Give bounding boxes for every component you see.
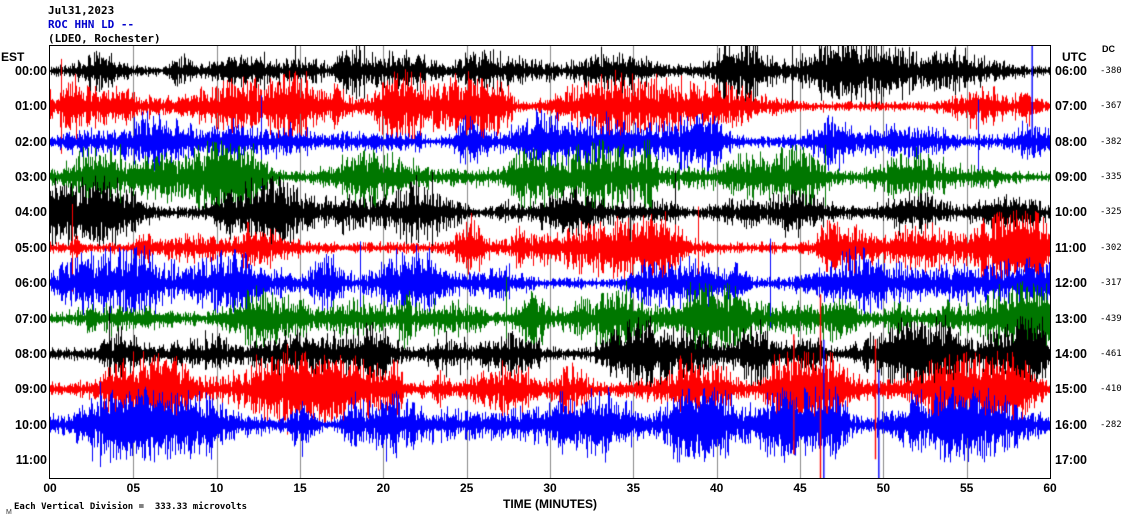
row-dc-value: -461 (1100, 348, 1122, 359)
row-dc-value: -380 (1100, 66, 1122, 76)
row-label-est: 09:00 (15, 382, 47, 397)
header-location: (LDEO, Rochester) (48, 32, 161, 45)
header-station: ROC HHN LD -- (48, 18, 135, 31)
row-label-utc: 09:00 (1055, 170, 1087, 185)
row-label-utc: 15:00 (1055, 382, 1087, 397)
row-label-est: 00:00 (15, 64, 47, 78)
row-dc-value: -317 (1100, 278, 1122, 289)
x-tick: 50 (876, 481, 891, 495)
scale-note: Each Vertical Division = 333.33 microvol… (14, 502, 247, 512)
row-dc-value: -410 (1100, 384, 1122, 395)
row-label-utc: 07:00 (1055, 99, 1087, 114)
x-tick: 20 (376, 481, 391, 495)
row-label-est: 01:00 (15, 99, 47, 114)
row-dc-value: -335 (1100, 172, 1122, 183)
x-tick: 00 (43, 481, 57, 495)
x-tick: 05 (126, 481, 141, 495)
x-tick: 40 (709, 481, 724, 495)
row-label-est: 06:00 (15, 276, 47, 291)
row-label-utc: 12:00 (1055, 276, 1087, 291)
row-label-utc: 14:00 (1055, 346, 1087, 361)
plot-frame (49, 45, 1051, 479)
row-label-est: 11:00 (15, 453, 47, 467)
row-label-utc: 10:00 (1055, 205, 1087, 220)
row-label-utc: 17:00 (1055, 453, 1087, 467)
row-label-est: 02:00 (15, 134, 47, 149)
row-label-utc: 13:00 (1055, 311, 1087, 326)
row-label-utc: 08:00 (1055, 134, 1087, 149)
row-label-est: 07:00 (15, 311, 47, 326)
row-dc-value: -382 (1100, 136, 1122, 147)
row-label-est: 10:00 (15, 417, 47, 432)
dc-axis-label: DC (1102, 44, 1115, 54)
row-label-est: 05:00 (15, 240, 47, 255)
x-tick: 55 (959, 481, 974, 495)
x-tick: 15 (293, 481, 307, 495)
row-dc-value: -302 (1100, 242, 1122, 253)
row-label-est: 08:00 (15, 346, 47, 361)
left-axis-label: EST (1, 50, 25, 64)
seismogram-canvas (50, 46, 1050, 478)
x-axis-label: TIME (MINUTES) (503, 497, 597, 511)
x-tick: 45 (793, 481, 807, 495)
x-tick: 25 (459, 481, 474, 495)
row-label-utc: 16:00 (1055, 417, 1087, 432)
row-label-utc: 11:00 (1055, 240, 1087, 255)
x-tick: 60 (1043, 481, 1057, 495)
header-date: Jul31,2023 (48, 4, 115, 17)
row-dc-value: -439 (1100, 313, 1122, 324)
right-axis-label: UTC (1062, 50, 1087, 64)
row-dc-value: -367 (1100, 101, 1122, 112)
x-tick: 35 (626, 481, 641, 495)
row-dc-value: -282 (1100, 419, 1122, 430)
row-dc-value: -325 (1100, 207, 1122, 218)
x-tick: 10 (209, 481, 224, 495)
row-label-utc: 06:00 (1055, 64, 1087, 78)
x-tick: 30 (543, 481, 557, 495)
row-label-est: 03:00 (15, 170, 47, 185)
row-label-est: 04:00 (15, 205, 47, 220)
corner-mark: M (6, 509, 12, 516)
